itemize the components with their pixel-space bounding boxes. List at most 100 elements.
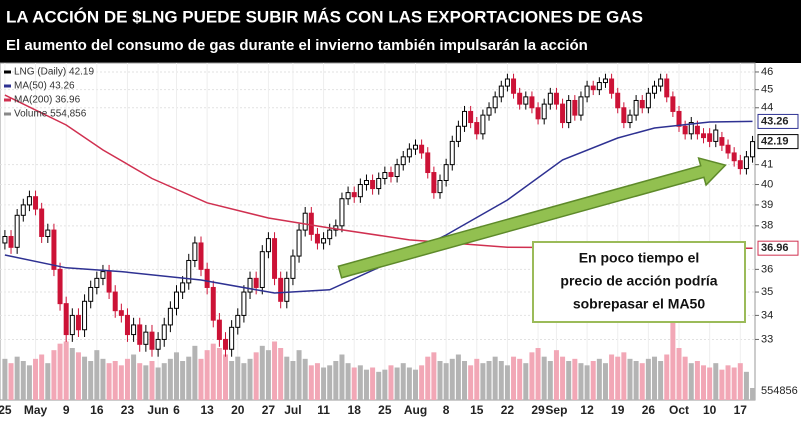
volume-bar	[541, 356, 547, 400]
x-tick-label: 22	[501, 403, 515, 417]
legend-label: Volume 554,856	[14, 109, 87, 120]
y-tick-label: 34	[761, 309, 773, 321]
volume-bar	[572, 358, 578, 400]
volume-bar	[20, 361, 26, 400]
candle-body	[94, 277, 100, 288]
volume-bar	[351, 367, 357, 400]
volume-bar	[167, 358, 173, 400]
candle-body	[517, 92, 523, 105]
annotation-text: sobrepasar el MA50	[573, 296, 705, 312]
candle-body	[118, 310, 124, 316]
candle-body	[45, 229, 51, 237]
candle-body	[173, 291, 179, 309]
candle-body	[474, 122, 480, 135]
candle-body	[382, 172, 388, 180]
candle-body	[645, 92, 651, 109]
volume-bar	[278, 348, 284, 400]
x-tick-label: 13	[200, 403, 214, 417]
candle-body	[468, 110, 474, 124]
x-tick-label: Aug	[404, 403, 427, 417]
candle-body	[69, 314, 75, 336]
volume-bar	[8, 363, 14, 400]
volume-bar	[376, 371, 382, 400]
volume-bar	[725, 365, 731, 400]
candle-body	[100, 271, 106, 279]
x-tick-label: Oct	[669, 403, 689, 417]
x-tick-label: 8	[443, 403, 450, 417]
volume-bar	[363, 369, 369, 400]
volume-bar	[45, 363, 51, 400]
candle-body	[155, 338, 161, 350]
volume-bar	[327, 365, 333, 400]
legend-label: MA(50) 43.26	[14, 81, 75, 92]
candle-body	[431, 172, 437, 194]
x-tick-label: 27	[262, 403, 276, 417]
candle-body	[425, 152, 431, 174]
volume-bar	[118, 365, 124, 400]
volume-bar	[253, 352, 259, 400]
candle-body	[511, 78, 517, 94]
volume-bar	[486, 361, 492, 400]
volume-bar	[173, 352, 179, 400]
volume-tag: 554856	[761, 385, 798, 397]
volume-bar	[39, 354, 45, 400]
volume-bar	[272, 341, 278, 400]
candle-body	[486, 107, 492, 116]
candle-body	[676, 110, 682, 127]
volume-bar	[131, 354, 137, 400]
candle-body	[339, 198, 345, 227]
volume-bar	[633, 361, 639, 400]
price-tag-box	[757, 134, 799, 150]
volume-bar	[333, 361, 339, 400]
volume-bar	[75, 352, 81, 400]
y-tick-label: 38	[761, 220, 773, 232]
candle-body	[725, 144, 731, 154]
candle-body	[272, 238, 278, 279]
volume-bar	[651, 356, 657, 400]
volume-bar	[259, 345, 265, 400]
candle-body	[290, 255, 296, 279]
x-tick-label: 29	[531, 403, 545, 417]
volume-bar	[247, 358, 253, 400]
volume-bar	[302, 358, 308, 400]
volume-bar	[265, 350, 271, 400]
price-tag-box	[757, 240, 799, 256]
y-tick-label: 36	[761, 263, 773, 275]
volume-bar	[639, 363, 645, 400]
legend-swatch	[4, 98, 11, 102]
candle-body	[253, 277, 259, 288]
candle-body	[327, 229, 333, 240]
price-tag: 36.96	[761, 242, 789, 254]
volume-bar	[578, 363, 584, 400]
volume-bar	[707, 367, 713, 400]
candle-body	[241, 291, 247, 316]
volume-bar	[694, 361, 700, 400]
candle-body	[406, 148, 412, 158]
volume-bar	[468, 365, 474, 400]
volume-bar	[412, 369, 418, 400]
legend-swatch	[4, 84, 11, 88]
volume-bar	[566, 361, 572, 400]
volume-bar	[296, 350, 302, 400]
candle-body	[455, 125, 461, 142]
candle-body	[296, 229, 302, 257]
candle-body	[658, 78, 664, 87]
candle-body	[149, 331, 155, 350]
volume-bar	[357, 365, 363, 400]
candle-body	[437, 180, 443, 194]
x-tick-label: 10	[703, 403, 717, 417]
candle-body	[314, 233, 320, 244]
volume-bar	[517, 358, 523, 400]
candle-body	[615, 92, 621, 109]
candle-body	[247, 277, 253, 293]
candle-body	[192, 242, 198, 261]
volume-bar	[314, 363, 320, 400]
volume-bar	[719, 369, 725, 400]
volume-bar	[670, 270, 676, 400]
candle-body	[363, 180, 369, 186]
candle-body	[229, 326, 235, 350]
candle-body	[57, 268, 63, 305]
candle-body	[351, 192, 357, 198]
candle-body	[529, 96, 535, 109]
candle-body	[419, 144, 425, 154]
